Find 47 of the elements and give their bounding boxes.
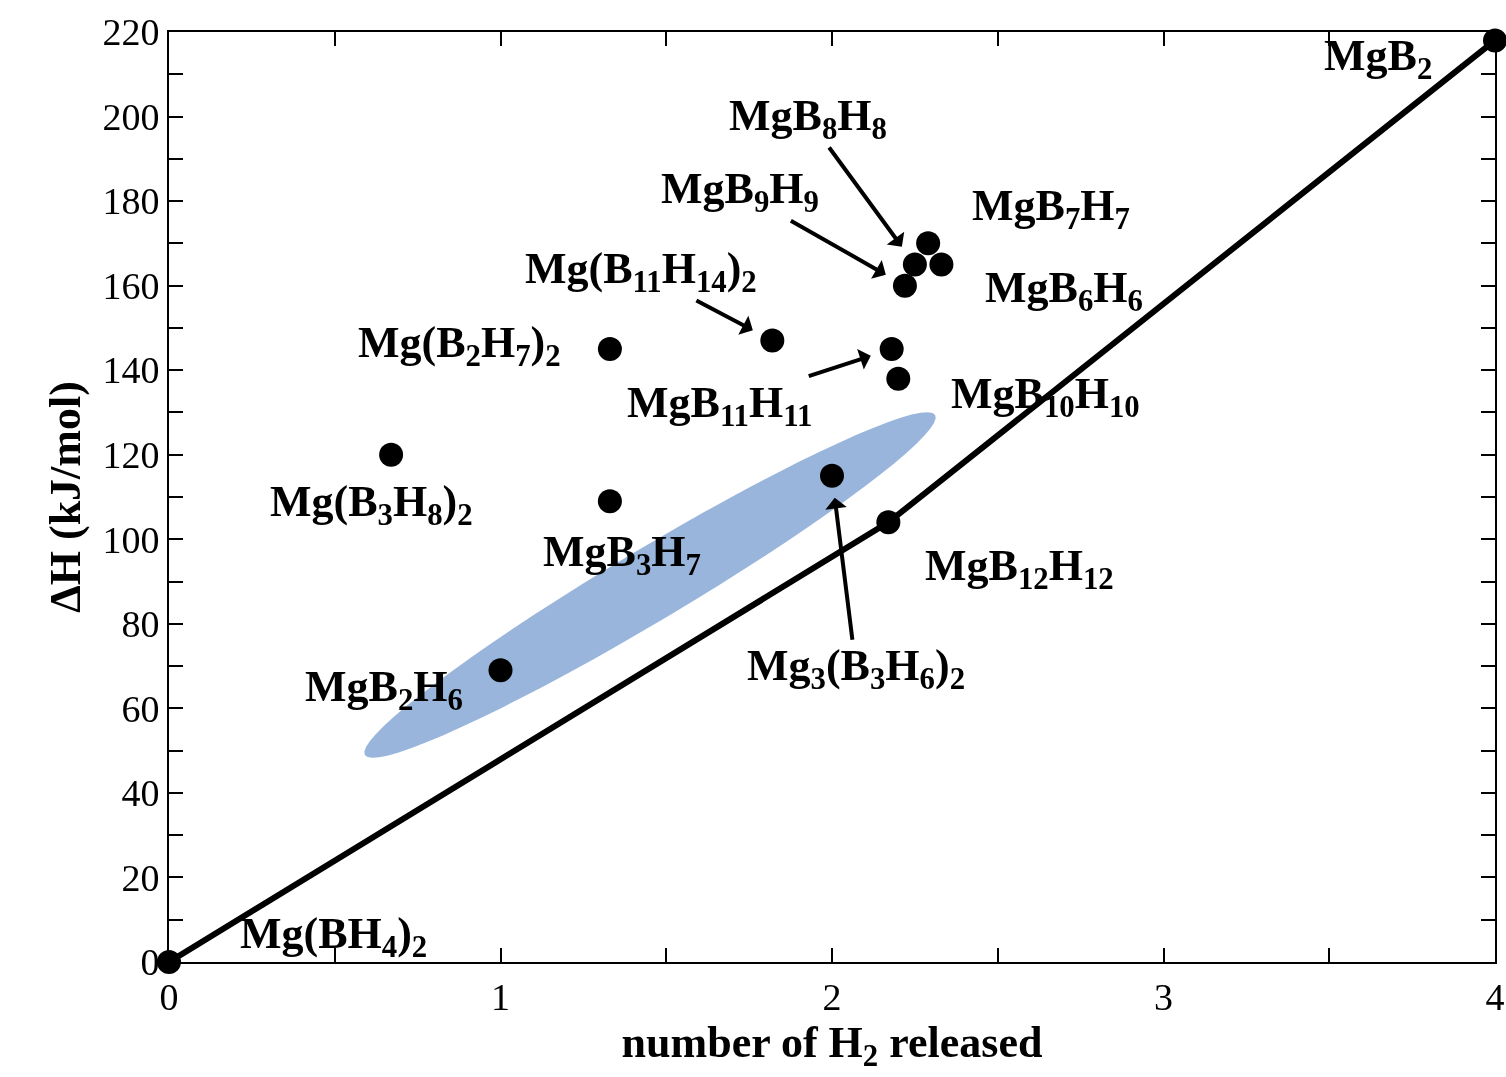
point [488,658,513,683]
x-tick-label: 2 [822,975,842,1018]
y-tick-label: 160 [102,264,160,307]
y-tick-label: 120 [102,434,160,477]
annotation: Mg(B$_{2}$H$_{7}$)$_{2}$ [358,318,561,374]
point [902,252,927,277]
point [892,273,917,298]
annotation: Mg$_{3}$(B$_{3}$H$_{6}$)$_{2}$ [747,641,966,697]
point [597,337,622,362]
y-tick-label: 180 [102,180,160,223]
y-tick-label: 20 [121,856,160,899]
annotation: MgB$_{6}$H$_{6}$ [985,263,1143,319]
annotation: MgB$_{9}$H$_{9}$ [661,164,819,220]
annotation: Mg(B$_{11}$H$_{14}$)$_{2}$ [525,244,757,300]
point [916,231,941,256]
y-tick-label: 80 [121,603,160,646]
annotation: MgB$_{12}$H$_{12}$ [925,541,1114,597]
point [879,337,904,362]
y-tick-label: 200 [102,95,160,138]
point [876,510,901,535]
point [929,252,954,277]
annotation: Mg(BH$_{4}$)$_{2}$ [240,909,428,965]
point [886,366,911,391]
annotation: MgB$_{2}$H$_{6}$ [305,662,463,718]
y-axis-title: ΔH (kJ/mol) [41,381,90,613]
annotation: Mg(B$_{3}$H$_{8}$)$_{2}$ [270,477,473,533]
y-tick-label: 60 [121,687,160,730]
point [379,442,404,467]
y-tick-label: 100 [102,518,160,561]
point [597,489,622,514]
point [820,463,844,488]
annotation: MgB$_{3}$H$_{7}$ [543,527,701,583]
y-tick-label: 0 [140,941,160,984]
annotation: MgB$_{8}$H$_{8}$ [729,91,887,147]
annotation: MgB$_{7}$H$_{7}$ [972,181,1130,237]
y-tick-label: 40 [121,772,160,815]
point [1483,28,1506,53]
y-tick-label: 140 [102,349,160,392]
y-tick-label: 220 [102,11,160,54]
x-tick-label: 1 [491,975,510,1018]
annotation: MgB$_{10}$H$_{10}$ [951,369,1140,425]
annotation: MgB$_{2}$ [1324,31,1433,87]
x-axis-title: number of H$_{2}$ released [621,1017,1043,1073]
x-tick-label: 3 [1154,975,1173,1018]
annotation: MgB$_{11}$H$_{11}$ [627,378,813,434]
x-tick-label: 4 [1485,975,1505,1018]
point [760,328,785,353]
